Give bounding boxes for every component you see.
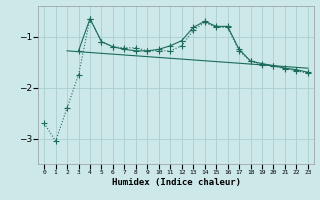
X-axis label: Humidex (Indice chaleur): Humidex (Indice chaleur) <box>111 178 241 187</box>
